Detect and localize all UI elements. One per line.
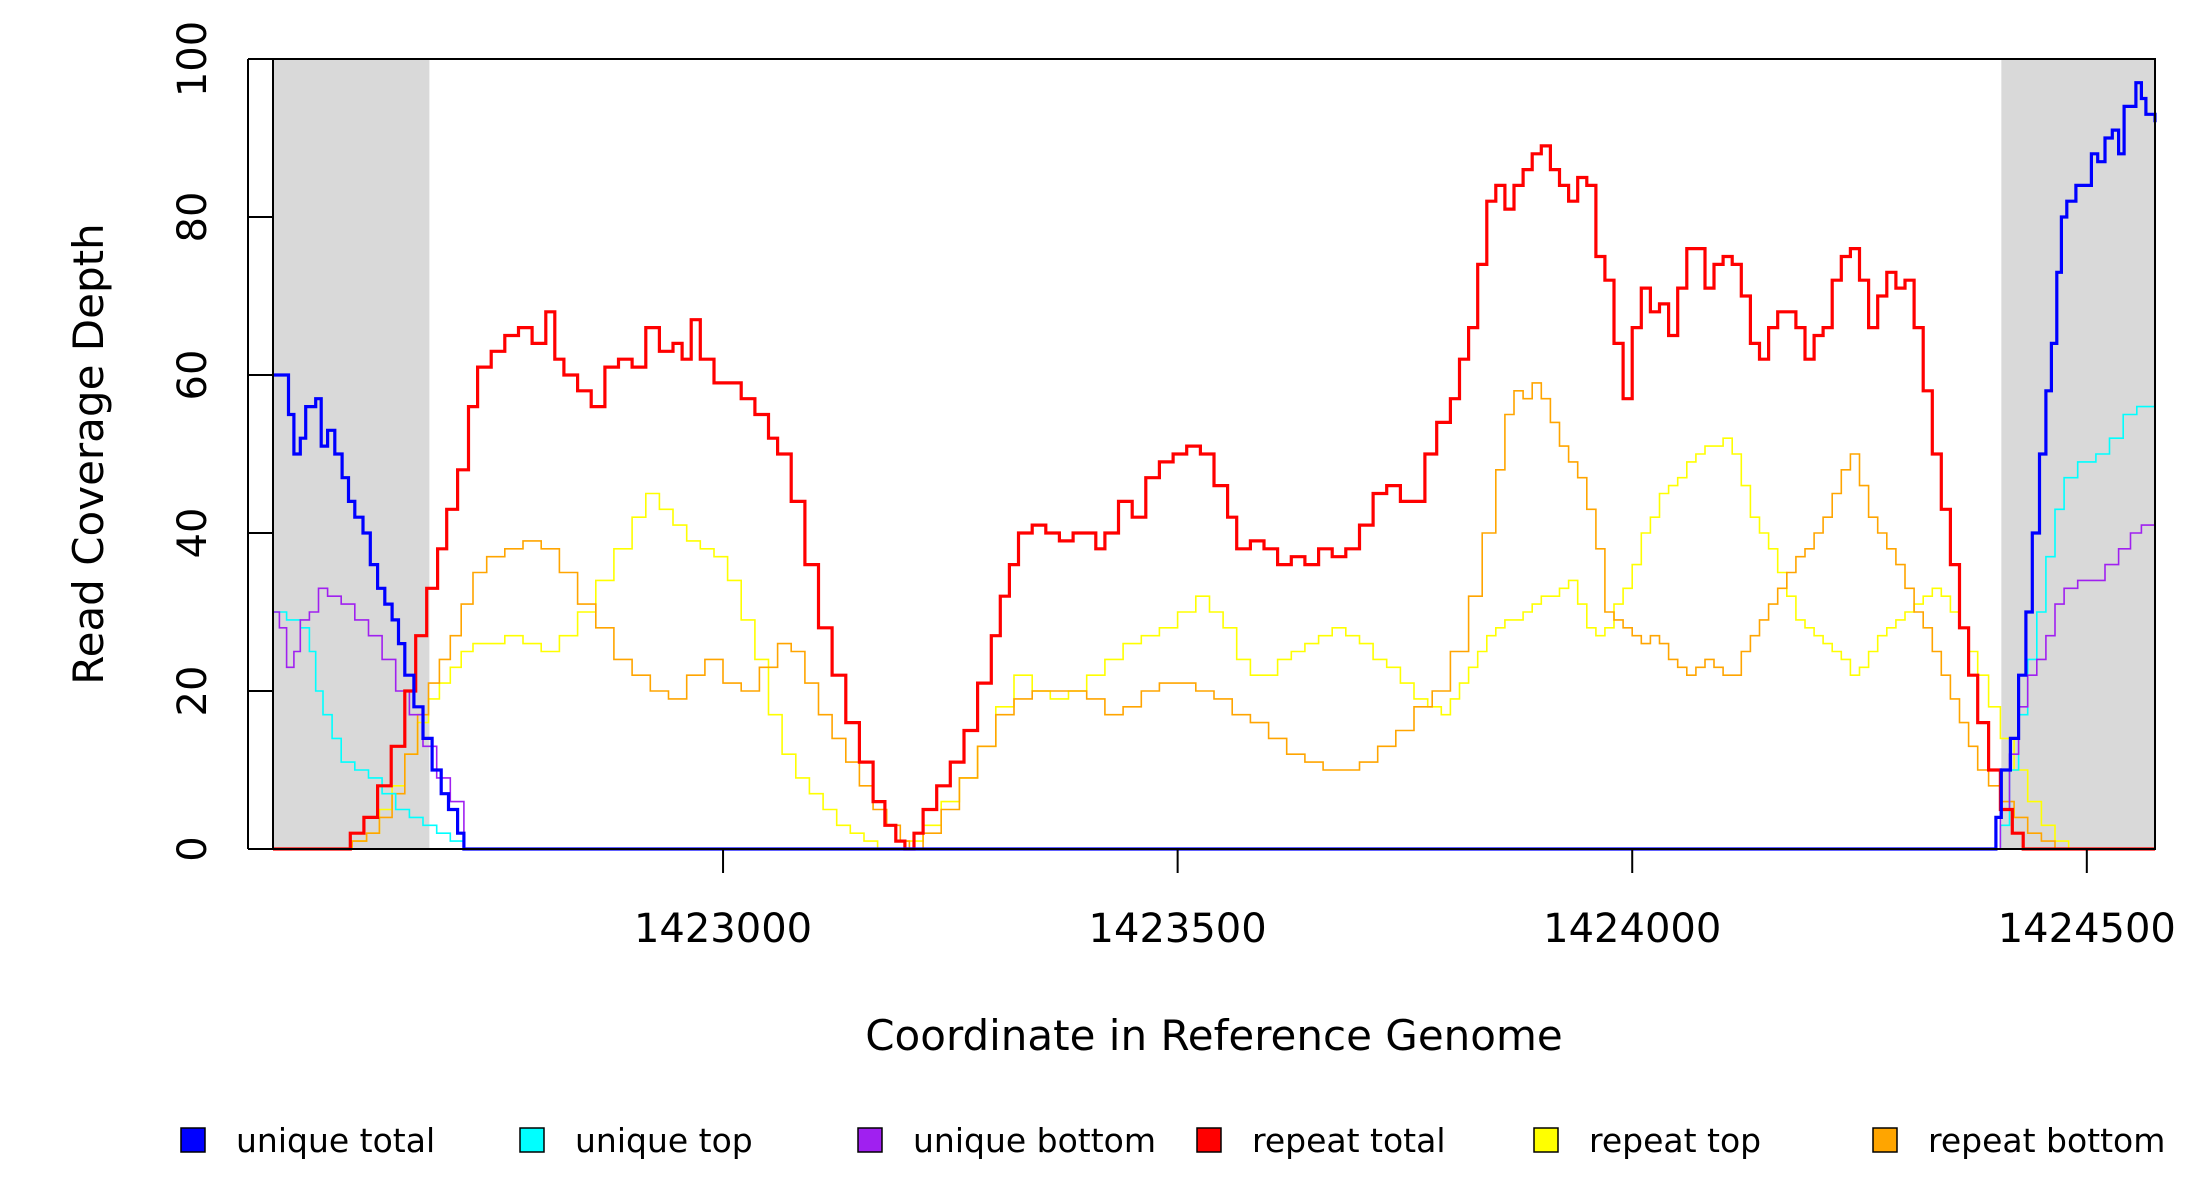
y-tick-label: 20 [170,666,216,717]
series-line-repeat-bottom [273,382,2155,850]
series-line-unique-total [273,81,2157,851]
legend-label: repeat bottom [1928,1121,2165,1160]
x-tick-label: 1424000 [1543,906,1721,952]
legend-item-unique-bottom: unique bottom [857,1121,1156,1160]
legend-item-repeat-bottom: repeat bottom [1872,1121,2165,1160]
y-tick-label: 60 [170,350,216,401]
x-tick-label: 1424500 [1998,906,2176,952]
legend-label: unique bottom [913,1121,1156,1160]
legend-item-repeat-total: repeat total [1196,1121,1446,1160]
legend-label: repeat total [1252,1121,1446,1160]
y-tick-label: 100 [170,21,216,97]
x-axis-title: Coordinate in Reference Genome [865,1011,1563,1060]
legend: unique total unique top unique bottom repea… [180,1121,2165,1160]
x-tick-label: 1423500 [1089,906,1267,952]
legend-swatch [519,1127,545,1153]
y-axis-title: Read Coverage Depth [64,223,113,684]
legend-swatch [1196,1127,1222,1153]
series-lines [273,81,2157,851]
series-line-unique-top [273,405,2155,850]
legend-label: repeat top [1589,1121,1761,1160]
y-tick-label: 80 [170,192,216,243]
series-line-unique-bottom [273,524,2156,850]
legend-label: unique total [236,1121,435,1160]
legend-label: unique top [575,1121,753,1160]
y-tick-label: 40 [170,508,216,559]
x-tick-label: 1423000 [634,906,812,952]
excluded-regions [273,59,2155,849]
legend-item-repeat-top: repeat top [1533,1121,1761,1160]
legend-swatch [1872,1127,1898,1153]
legend-item-unique-total: unique total [180,1121,435,1160]
legend-swatch [857,1127,883,1153]
legend-item-unique-top: unique top [519,1121,753,1160]
legend-swatch [180,1127,206,1153]
shaded-region [2001,59,2155,849]
series-line-repeat-total [273,144,2155,851]
y-tick-label: 0 [170,836,216,861]
axes: 0 20 40 60 80 100 1423000 1423500 1424000 1424500 [170,21,2176,952]
legend-swatch [1533,1127,1559,1153]
series-line-repeat-top [273,437,2155,850]
